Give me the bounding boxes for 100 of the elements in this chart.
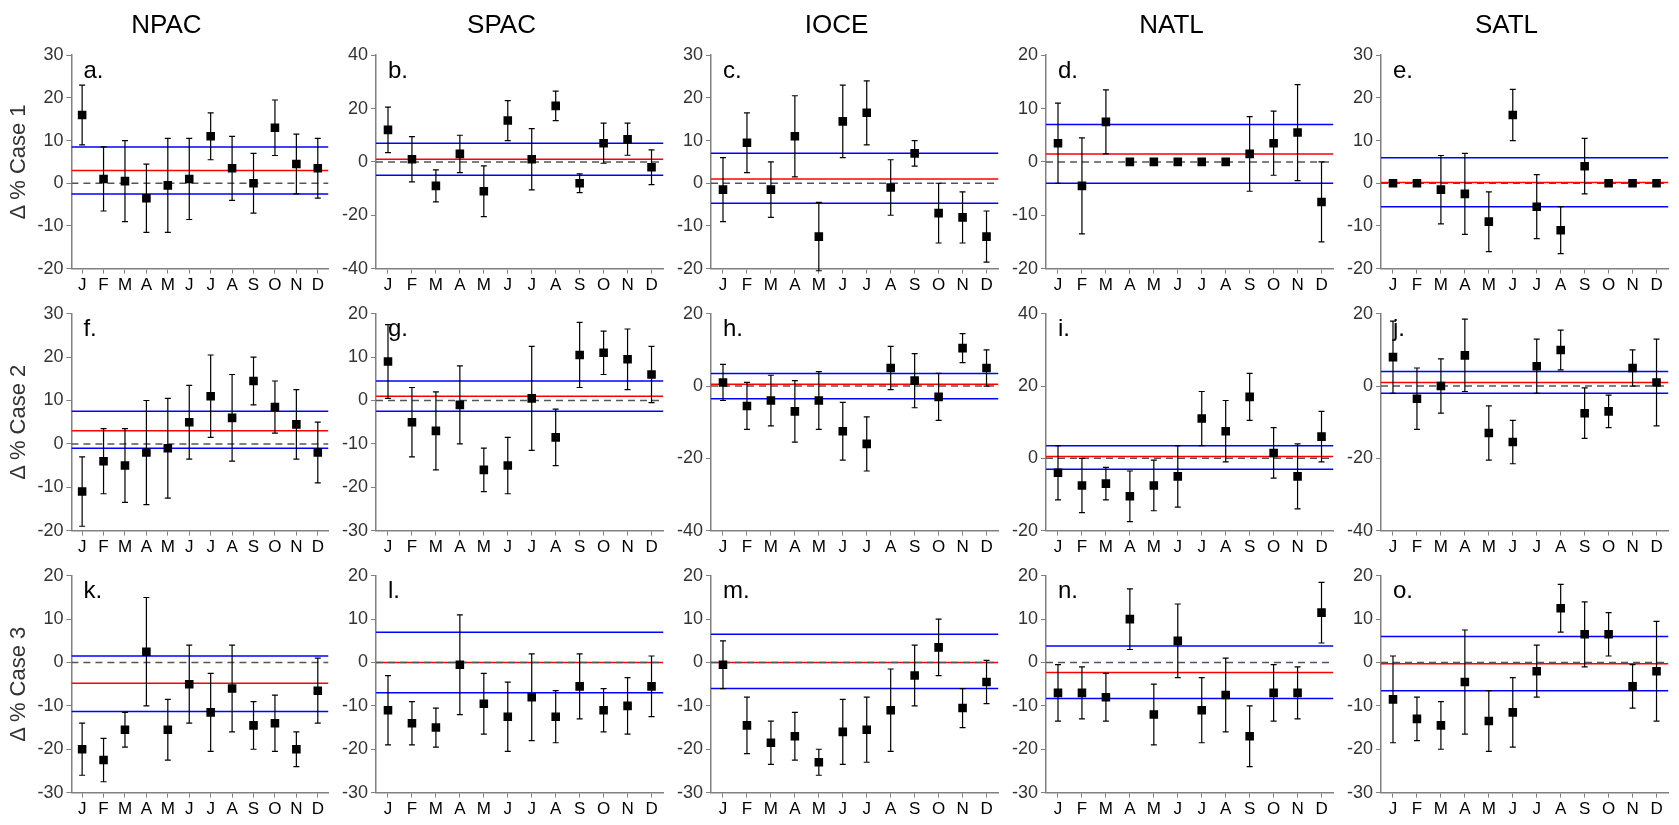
point [934,392,943,402]
x-tick-label: A [1459,537,1472,557]
y-tick-label: 0 [358,150,369,171]
y-tick-label: 10 [43,389,64,410]
point [142,448,151,457]
x-tick-label: M [1433,275,1448,295]
x-tick-label: J [185,537,194,557]
x-tick-label: S [1578,537,1591,557]
point [1412,178,1422,188]
point [184,679,194,689]
y-tick-label: 10 [347,346,369,367]
point [1197,705,1207,715]
x-tick-label: M [1098,537,1113,557]
x-tick-label: A [789,537,802,557]
y-tick-label: 20 [1352,302,1374,323]
x-tick-label: F [406,275,418,295]
y-tick-label: -40 [1347,519,1374,540]
x-tick-label: A [454,799,467,819]
point [1173,472,1183,481]
y-tick-label: 10 [43,608,64,629]
point [982,232,991,241]
point [1628,682,1637,691]
x-tick-label: S [1578,275,1591,295]
annotation: f. [83,314,97,342]
y-tick-label: 0 [358,389,369,410]
point [527,154,537,164]
x-tick-label: S [247,799,260,819]
x-tick-label: S [573,799,586,819]
y-tick-label: -20 [1012,257,1039,278]
x-tick-label: O [596,537,611,557]
point [249,721,258,730]
y-tick-label: -10 [677,694,704,715]
x-tick-label: J [1532,537,1541,557]
y-tick-label: 10 [1017,97,1039,118]
x-tick-label: N [956,275,969,295]
x-tick-label: J [1508,537,1518,557]
x-tick-label: A [1124,275,1137,295]
x-tick-label: D [311,537,324,557]
point [206,391,215,401]
x-tick-label: J [503,275,513,295]
x-tick-label: J [527,275,536,295]
x-tick-label: J [1388,799,1398,819]
y-tick-label: 40 [1017,302,1039,323]
x-tick-label: M [476,537,491,557]
y-tick-label: 20 [682,564,704,585]
point [551,101,560,111]
point [1580,161,1589,171]
y-tick-label: -30 [677,781,704,802]
annotation: l. [388,576,401,604]
annotation: e. [1393,55,1414,83]
point [1508,708,1518,717]
y-tick-label: 10 [682,129,704,150]
x-tick-label: D [980,799,993,819]
y-tick-label: -20 [677,257,704,278]
y-tick-label: -20 [1347,447,1374,468]
point [1556,225,1565,235]
point [1317,432,1326,441]
y-tick-label: 0 [1363,651,1374,672]
chart-title: NPAC [131,8,202,39]
x-tick-label: M [160,275,175,295]
y-tick-label: -40 [342,257,369,278]
x-tick-label: M [476,799,491,819]
y-tick-label: 0 [53,651,64,672]
y-tick-label: 20 [1017,44,1039,65]
x-tick-label: J [1532,275,1541,295]
y-tick-label: 0 [1363,172,1374,193]
x-tick-label: M [811,275,826,295]
x-tick-label: J [503,537,513,557]
y-tick-label: 30 [682,44,704,65]
y-tick-label: -10 [37,694,64,715]
point [142,647,151,656]
y-tick-label: 10 [1352,129,1374,150]
point [206,132,215,141]
x-tick-label: J [838,275,848,295]
point [647,162,656,172]
y-axis-title: Δ % Case 3 [5,626,31,742]
point [1221,690,1230,700]
x-tick-label: S [1243,799,1256,819]
point [1269,138,1278,148]
x-tick-label: A [885,799,898,819]
x-tick-label: A [885,275,898,295]
x-tick-label: N [621,537,634,557]
point [647,682,656,691]
point [958,703,967,713]
point [1245,731,1254,741]
x-tick-label: A [140,275,153,295]
x-tick-label: A [1124,799,1137,819]
x-tick-label: J [838,537,848,557]
x-tick-label: D [1315,537,1328,557]
y-tick-label: -20 [37,738,64,759]
point [206,708,215,717]
y-tick-label: -10 [677,214,704,235]
point [862,108,872,118]
point [292,420,301,429]
x-tick-label: O [1266,537,1281,557]
point [910,376,919,385]
x-tick-label: J [206,537,215,557]
x-tick-label: M [160,799,175,819]
x-tick-label: M [1481,799,1496,819]
point [623,134,632,144]
